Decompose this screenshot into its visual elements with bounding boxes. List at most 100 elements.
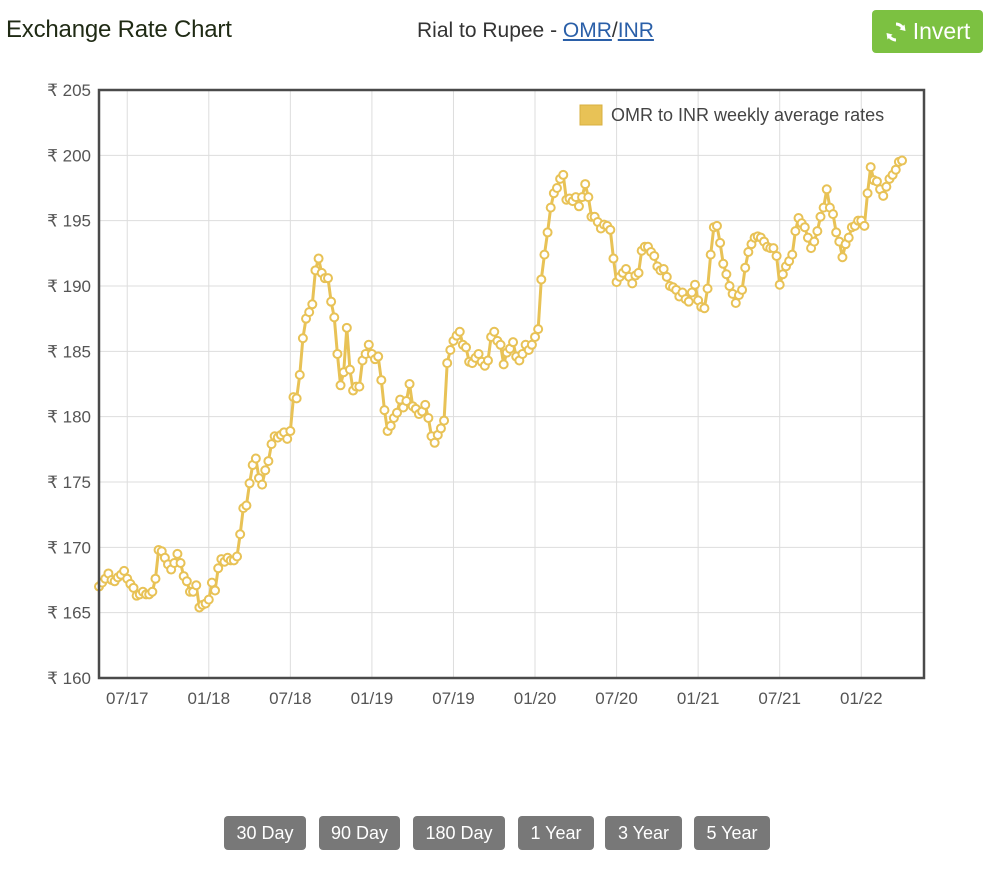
y-tick-label: ₹ 180 [47, 408, 91, 427]
refresh-icon [885, 21, 907, 43]
series-line [97, 159, 903, 609]
data-point [495, 339, 506, 350]
range-button-180-day[interactable]: 180 Day [413, 816, 505, 850]
data-point [890, 164, 901, 175]
data-point [128, 582, 139, 593]
data-point [498, 359, 509, 370]
data-point [799, 222, 810, 233]
exchange-rate-chart: ₹ 160 ₹ 165 ₹ 170 ₹ 175 ₹ 180 ₹ 185 ₹ 190 ₹ 195… [47, 81, 926, 708]
data-point [558, 169, 569, 180]
data-point [580, 179, 591, 190]
y-tick-label: ₹ 170 [47, 538, 91, 557]
invert-label: Invert [912, 18, 971, 44]
x-tick-label: 07/17 [106, 689, 149, 708]
data-point [774, 279, 785, 290]
data-point [828, 209, 839, 220]
range-button-5-year[interactable]: 5 Year [694, 816, 770, 850]
data-point [119, 565, 130, 576]
data-point [881, 181, 892, 192]
pair-separator: / [611, 19, 618, 42]
x-tick-label: 01/22 [840, 689, 883, 708]
data-point [787, 249, 798, 260]
data-point [147, 586, 158, 597]
data-point [661, 271, 672, 282]
data-point [454, 326, 465, 337]
data-point [790, 226, 801, 237]
range-button-30-day[interactable]: 30 Day [224, 816, 306, 850]
data-point [865, 162, 876, 173]
data-point [435, 423, 446, 434]
data-point [401, 395, 412, 406]
data-point [235, 529, 246, 540]
data-point [376, 375, 387, 386]
y-tick-label: ₹ 185 [47, 342, 91, 361]
y-tick-label: ₹ 165 [47, 604, 91, 623]
data-point [263, 456, 274, 467]
data-point [285, 426, 296, 437]
data-point [335, 380, 346, 391]
data-point [777, 269, 788, 280]
pair-prefix: Rial to Rupee - [417, 19, 563, 42]
data-point [718, 258, 729, 269]
data-point [711, 220, 722, 231]
y-tick-label: ₹ 205 [47, 81, 91, 100]
data-point [291, 393, 302, 404]
data-point [843, 232, 854, 243]
data-point [473, 348, 484, 359]
data-point [213, 563, 224, 574]
x-tick-label: 01/20 [514, 689, 557, 708]
data-point [526, 339, 537, 350]
data-point [206, 577, 217, 588]
plot-frame [97, 88, 926, 680]
data-point [260, 465, 271, 476]
data-point [573, 201, 584, 212]
x-tick-label: 07/19 [432, 689, 475, 708]
data-point [658, 264, 669, 275]
y-tick-label: ₹ 195 [47, 212, 91, 231]
data-point [715, 237, 726, 248]
data-point [743, 247, 754, 258]
range-button-1-year[interactable]: 1 Year [518, 816, 594, 850]
data-point [740, 262, 751, 273]
x-axis: 07/17 01/18 07/18 01/19 07/19 01/20 07/20 01/21… [106, 689, 883, 708]
data-point [326, 296, 337, 307]
data-point [363, 339, 374, 350]
data-point [420, 399, 431, 410]
data-point [690, 279, 701, 290]
x-tick-label: 01/18 [188, 689, 231, 708]
data-point [702, 283, 713, 294]
data-point [583, 192, 594, 203]
data-point [385, 420, 396, 431]
x-tick-label: 01/19 [351, 689, 394, 708]
data-point [608, 253, 619, 264]
data-point [429, 437, 440, 448]
data-point [768, 243, 779, 254]
time-range-selector: 30 Day 90 Day 180 Day 1 Year 3 Year 5 Year [0, 816, 1000, 850]
legend-label: OMR to INR weekly average rates [611, 105, 884, 125]
chart-grid [99, 89, 924, 679]
x-tick-label: 07/21 [758, 689, 801, 708]
invert-button[interactable]: Invert [872, 10, 983, 53]
data-point [812, 226, 823, 237]
currency-pair-title: Rial to Rupee - OMR/INR [417, 19, 654, 43]
x-tick-label: 01/21 [677, 689, 720, 708]
chart-legend[interactable]: OMR to INR weekly average rates [579, 104, 884, 126]
data-point [837, 252, 848, 263]
data-point [831, 227, 842, 238]
range-button-90-day[interactable]: 90 Day [319, 816, 400, 850]
legend-swatch [579, 104, 603, 126]
data-point [203, 594, 214, 605]
quote-currency-link[interactable]: INR [617, 19, 654, 42]
y-axis: ₹ 160 ₹ 165 ₹ 170 ₹ 175 ₹ 180 ₹ 185 ₹ 190 ₹ 195… [47, 81, 91, 688]
data-point [542, 227, 553, 238]
data-point [322, 273, 333, 284]
data-point [191, 580, 202, 591]
data-point [536, 274, 547, 285]
range-button-3-year[interactable]: 3 Year [605, 816, 682, 850]
data-point [257, 479, 268, 490]
base-currency-link[interactable]: OMR [562, 19, 612, 42]
data-point [699, 303, 710, 314]
data-point [730, 297, 741, 308]
y-tick-label: ₹ 160 [47, 669, 91, 688]
data-point [862, 188, 873, 199]
